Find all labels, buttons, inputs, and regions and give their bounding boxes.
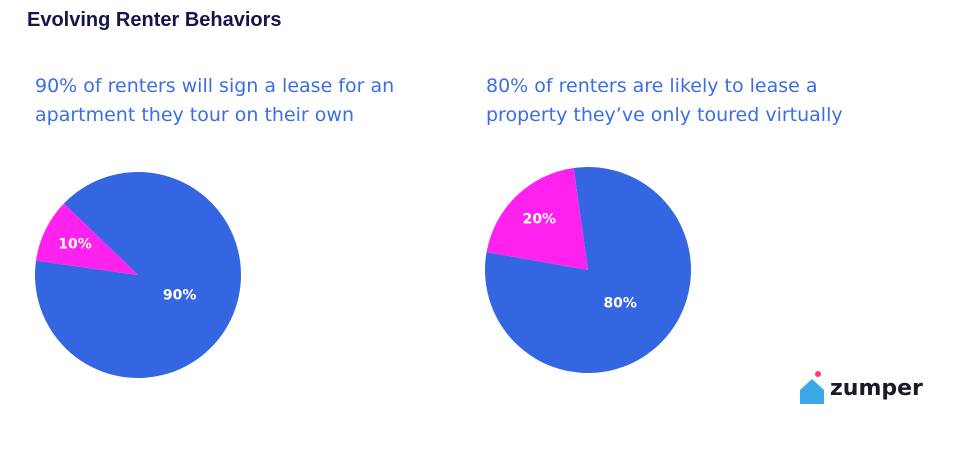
data-label: 20% bbox=[523, 212, 557, 228]
pie-slice bbox=[486, 168, 588, 270]
chart-title: 80% of renters are likely to lease a pro… bbox=[486, 75, 843, 126]
data-label: 90% bbox=[163, 287, 197, 303]
data-label: 80% bbox=[603, 295, 637, 311]
pie-slice bbox=[34, 172, 241, 378]
chart-title: 90% of renters will sign a lease for an … bbox=[35, 75, 395, 126]
pie-slice bbox=[36, 203, 138, 275]
data-label: 10% bbox=[58, 236, 92, 252]
logo: zumper bbox=[830, 376, 923, 401]
logo-icon bbox=[800, 371, 824, 404]
page-title: Evolving Renter Behaviors bbox=[27, 9, 282, 31]
